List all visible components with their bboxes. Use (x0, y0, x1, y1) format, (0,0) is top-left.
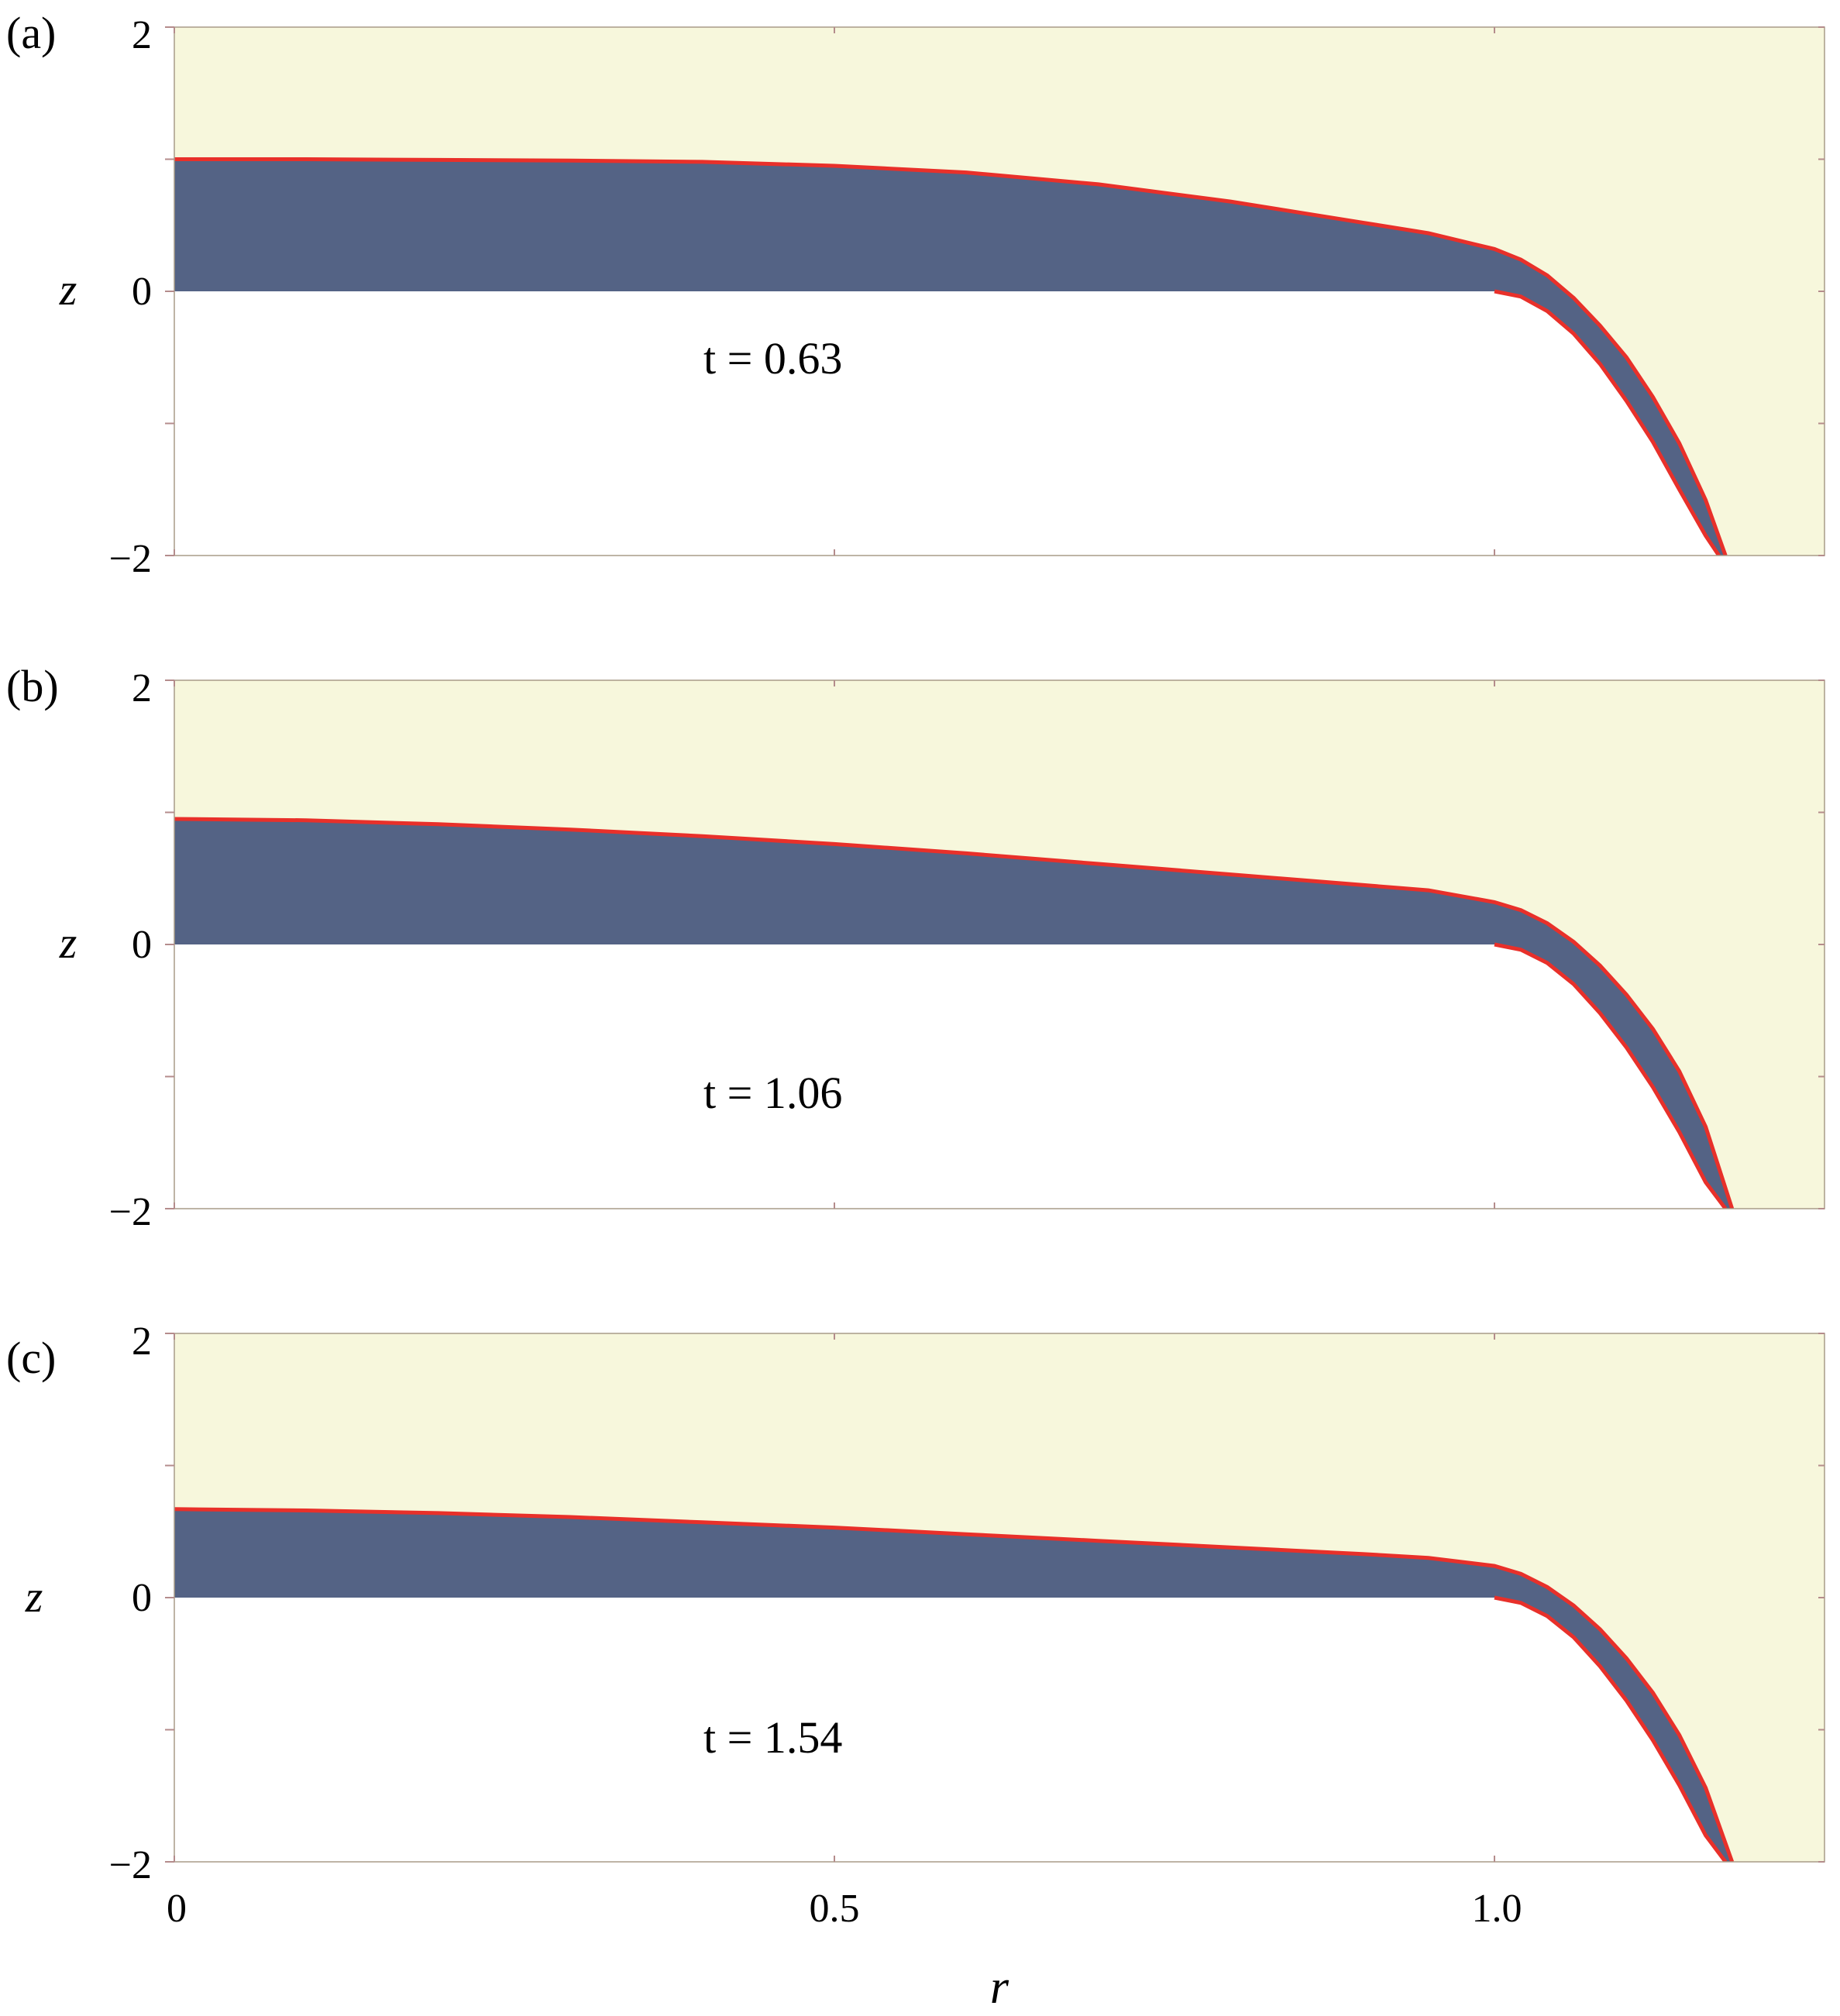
panel-c: (c) 2 0 −2 z t = 1.54 0 0.5 1.0 r (6, 1319, 1825, 2014)
panel-b: (b) 2 0 −2 z t = 1.06 (6, 661, 1825, 1234)
x-axis-label: r (990, 1961, 1009, 2014)
wall-wetted-curve-b (1494, 942, 1728, 1209)
y-axis-label-b: z (59, 917, 77, 968)
tick-marks-b (165, 679, 1825, 1209)
y-tick-label-2-a: 2 (132, 13, 152, 57)
x-tick-label-0: 0 (167, 1887, 187, 1931)
y-tick-label-neg2-b: −2 (109, 1190, 152, 1234)
y-tick-label-0-b: 0 (132, 923, 152, 967)
solid-substrate-c (174, 1598, 1726, 1862)
y-tick-label-0-a: 0 (132, 270, 152, 314)
y-tick-label-2-b: 2 (132, 666, 152, 710)
time-annotation-b: t = 1.06 (703, 1068, 842, 1118)
time-annotation-c: t = 1.54 (703, 1712, 842, 1763)
panel-label-a: (a) (6, 8, 56, 58)
x-tick-label-1-0: 1.0 (1472, 1887, 1522, 1931)
solid-substrate-b (174, 944, 1726, 1209)
y-tick-label-0-c: 0 (132, 1576, 152, 1620)
y-axis-label-c: z (25, 1571, 43, 1622)
plot-area-b (174, 680, 1825, 1209)
tick-marks-c (165, 1333, 1825, 1863)
tick-marks-a (165, 26, 1825, 556)
wall-wetted-curve-a (1494, 289, 1721, 556)
free-surface-curve-c (174, 1507, 1735, 1862)
panel-label-c: (c) (6, 1333, 56, 1383)
time-annotation-a: t = 0.63 (703, 333, 842, 384)
wall-wetted-curve-c (1494, 1595, 1728, 1862)
solid-substrate-a (174, 291, 1719, 556)
y-tick-label-2-c: 2 (132, 1319, 152, 1364)
free-surface-curve-b (174, 817, 1735, 1209)
fluid-film-a (174, 159, 1726, 556)
y-axis-label-a: z (59, 264, 77, 315)
panel-a: (a) 2 0 −2 z t = 0.63 (6, 8, 1825, 581)
y-tick-label-neg2-c: −2 (109, 1843, 152, 1887)
panel-label-b: (b) (6, 661, 59, 711)
plot-area-a (174, 27, 1825, 556)
fluid-film-c (174, 1509, 1732, 1862)
free-surface-curve-a (174, 157, 1728, 556)
x-tick-label-0-5: 0.5 (810, 1887, 860, 1931)
plot-area-c (174, 1333, 1825, 1862)
y-tick-label-neg2-a: −2 (109, 537, 152, 581)
fluid-film-b (174, 819, 1732, 1209)
